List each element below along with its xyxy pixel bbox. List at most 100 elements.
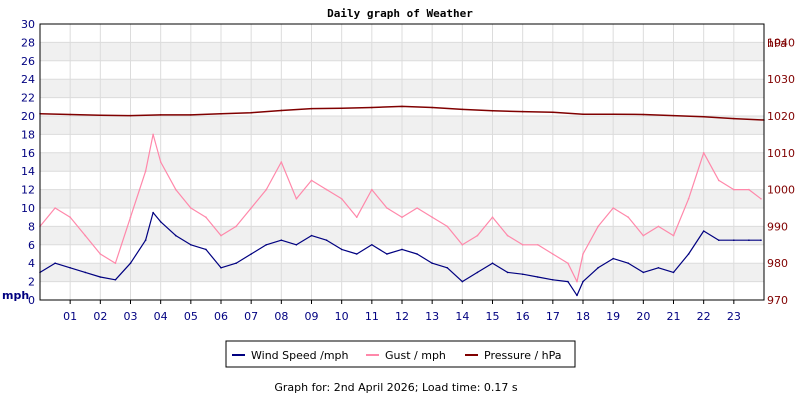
y-tick-label-right: 970: [767, 294, 788, 307]
data-point: [371, 106, 373, 109]
data-point: [491, 216, 494, 218]
data-point: [461, 244, 464, 246]
data-point: [235, 262, 237, 265]
y-tick-label-right: 980: [767, 257, 788, 270]
data-point: [250, 207, 252, 209]
data-point: [672, 234, 675, 237]
data-point: [129, 216, 132, 218]
data-point: [159, 114, 162, 116]
data-point: [205, 216, 207, 218]
data-point: [491, 110, 494, 112]
legend: Wind Speed /mph Gust / mph Pressure / hP…: [225, 340, 576, 368]
data-point: [597, 267, 599, 269]
data-point: [446, 225, 449, 228]
data-point: [431, 216, 433, 218]
data-point: [84, 271, 87, 274]
data-point: [401, 105, 403, 108]
data-point: [476, 234, 479, 237]
data-point: [386, 207, 388, 209]
data-point: [576, 294, 578, 297]
data-point: [733, 117, 735, 120]
data-point: [295, 198, 298, 200]
data-point: [129, 114, 132, 117]
data-point: [687, 198, 690, 200]
y-tick-label-left: 24: [21, 73, 35, 86]
data-point: [702, 230, 705, 232]
y-tick-label-left: 30: [21, 18, 35, 31]
data-point: [355, 216, 358, 218]
data-point: [612, 207, 614, 209]
data-point: [325, 188, 328, 191]
data-point: [521, 110, 524, 113]
footer-text: Graph for: 2nd April 2026; Load time: 0.…: [274, 381, 518, 394]
x-tick-label: 01: [63, 310, 77, 323]
data-point: [190, 114, 192, 116]
x-tick-label: 09: [305, 310, 319, 323]
y-tick-label-left: 14: [21, 165, 35, 178]
legend-label-gust: Gust / mph: [385, 349, 446, 362]
legend-label-pressure: Pressure / hPa: [484, 349, 562, 362]
y-tick-label-left: 18: [21, 128, 35, 141]
data-point: [69, 267, 71, 269]
chart-title: Daily graph of Weather: [327, 7, 473, 20]
series-layer: [39, 105, 765, 297]
y-tick-label-left: 26: [21, 55, 35, 68]
data-point: [340, 198, 343, 200]
data-point: [576, 280, 578, 283]
data-point: [552, 111, 554, 114]
data-point: [627, 216, 630, 218]
data-point: [431, 262, 433, 265]
data-point: [567, 262, 569, 265]
data-point: [174, 188, 177, 191]
data-point: [280, 239, 283, 241]
data-point: [54, 262, 56, 265]
data-point: [612, 113, 614, 115]
data-point: [310, 107, 313, 110]
data-point: [582, 113, 584, 115]
data-point: [657, 225, 660, 228]
data-point: [114, 262, 117, 265]
x-tick-label: 15: [486, 310, 500, 323]
data-point: [220, 234, 222, 237]
data-point: [521, 244, 524, 246]
legend-item-wind: Wind Speed /mph: [232, 349, 349, 362]
x-tick-label: 23: [727, 310, 741, 323]
data-point: [401, 248, 403, 251]
data-point: [69, 216, 71, 218]
x-tick-label: 20: [636, 310, 650, 323]
data-point: [250, 111, 252, 114]
data-point: [642, 234, 645, 237]
x-tick-label: 06: [214, 310, 228, 323]
x-tick-label: 13: [425, 310, 439, 323]
y-tick-label-left: 16: [21, 147, 35, 160]
x-tick-label: 11: [365, 310, 379, 323]
data-point: [295, 244, 298, 246]
data-point: [371, 188, 373, 191]
x-tick-label: 03: [124, 310, 138, 323]
x-tick-label: 10: [335, 310, 349, 323]
data-point: [642, 113, 645, 116]
y-tick-label-left: 28: [21, 36, 35, 49]
y-tick-label-right: 1030: [767, 73, 795, 86]
y-tick-label-right: 1040: [767, 36, 795, 49]
data-point: [144, 239, 147, 241]
data-point: [114, 278, 117, 281]
left-axis-unit: mph: [2, 289, 29, 302]
data-point: [491, 262, 494, 265]
data-point: [152, 211, 154, 214]
data-point: [642, 271, 645, 274]
data-point: [416, 253, 418, 255]
data-point: [416, 207, 418, 209]
data-point: [567, 280, 569, 283]
y-tick-label-left: 8: [28, 220, 35, 233]
legend-label-wind: Wind Speed /mph: [251, 349, 349, 362]
vertical-gridlines: [69, 24, 735, 300]
data-point: [355, 253, 358, 255]
data-point: [748, 188, 750, 191]
data-point: [672, 114, 675, 117]
data-point: [220, 112, 222, 115]
x-tick-label: 02: [93, 310, 107, 323]
data-point: [250, 253, 252, 255]
x-tick-label: 17: [546, 310, 560, 323]
